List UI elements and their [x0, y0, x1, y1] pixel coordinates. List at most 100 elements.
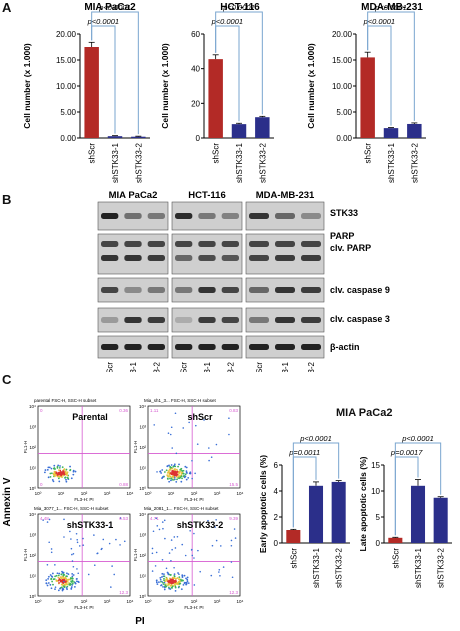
event-dot: [151, 570, 154, 572]
event-dot: [189, 471, 192, 474]
event-dot: [180, 475, 183, 478]
event-dot: [170, 539, 173, 541]
event-dot: [62, 470, 65, 473]
event-dot: [151, 547, 154, 550]
event-dot: [58, 572, 61, 575]
event-dot: [163, 583, 165, 586]
event-dot: [156, 471, 158, 473]
event-dot: [48, 518, 51, 521]
event-dot: [196, 443, 199, 445]
event-dot: [57, 576, 60, 579]
event-dot: [72, 565, 75, 568]
event-dot: [174, 589, 177, 592]
event-dot: [181, 576, 184, 579]
event-dot: [171, 577, 174, 579]
panel-label-a: A: [2, 0, 12, 15]
lane-label: shSTK33-2: [307, 361, 316, 372]
blot-band: [275, 213, 295, 219]
event-dot: [161, 580, 163, 583]
event-dot: [163, 573, 165, 576]
event-dot: [54, 564, 56, 566]
blot-band: [147, 213, 165, 219]
flow-x-axis-title: FL3-H: PI: [184, 605, 203, 610]
event-dot: [76, 568, 78, 570]
event-dot: [173, 566, 175, 569]
event-dot: [231, 576, 234, 579]
bar-shstk33-1: [308, 485, 324, 543]
y-axis-label: Cell number (x 1.000): [22, 43, 32, 129]
y-tick-label: 60: [191, 30, 200, 39]
blot-band: [175, 213, 193, 219]
event-dot: [151, 552, 154, 555]
event-dot: [60, 573, 63, 576]
event-dot: [183, 574, 186, 577]
blot-band: [101, 241, 119, 247]
event-dot: [194, 472, 196, 475]
event-dot: [55, 580, 58, 582]
event-dot: [180, 579, 183, 582]
event-dot: [230, 544, 233, 547]
event-dot: [108, 542, 111, 545]
blot-band: [124, 344, 142, 350]
event-dot: [63, 473, 66, 476]
blot-band: [175, 317, 193, 323]
event-dot: [170, 464, 173, 466]
event-dot: [52, 583, 54, 586]
event-dot: [165, 567, 168, 570]
event-dot: [51, 572, 54, 575]
blot-band: [124, 317, 142, 323]
chart-title: MDA-MB-231: [361, 2, 423, 13]
bar-shscr: [286, 530, 301, 543]
y-tick-label: 0.00: [60, 134, 76, 143]
blot-band: [249, 317, 269, 323]
bar-shstk33-2: [433, 497, 448, 543]
event-dot: [51, 479, 54, 481]
event-dot: [193, 532, 195, 535]
event-dot: [159, 576, 162, 579]
event-dot: [168, 471, 171, 474]
x-tick-label: shScr: [391, 548, 400, 569]
flow-x-tick: 10⁴: [237, 599, 244, 604]
x-tick-label: shSTK33-1: [387, 142, 396, 183]
y-axis-label: Late apoptotic cells (%): [358, 456, 368, 551]
event-dot: [47, 575, 50, 578]
bar-chart-mia-paca2: MIA PaCa2 0.00 5.00 10.00 15.00 20.00 Cell num…: [22, 2, 150, 183]
blot-band: [221, 241, 239, 247]
event-dot: [186, 578, 189, 581]
flow-x-tick: 10²: [81, 599, 88, 604]
p-value-label: p<0.0001: [299, 434, 332, 443]
event-dot: [166, 477, 169, 480]
event-dot: [65, 572, 68, 575]
event-dot: [161, 558, 164, 561]
event-dot: [170, 578, 172, 581]
event-dot: [82, 537, 84, 540]
event-dot: [161, 469, 164, 471]
event-dot: [166, 475, 169, 478]
flow-y-tick: 10²: [29, 445, 36, 450]
event-dot: [168, 464, 170, 467]
event-dot: [60, 583, 63, 586]
event-dot: [168, 587, 171, 590]
event-dot: [161, 576, 163, 578]
event-dot: [165, 578, 168, 581]
event-dot: [185, 478, 188, 481]
y-tick-label: 2: [274, 513, 279, 522]
event-dot: [174, 476, 176, 479]
event-dot: [53, 464, 56, 467]
flow-x-tick: 10²: [81, 491, 88, 496]
event-dot: [71, 572, 74, 575]
event-dot: [50, 467, 53, 470]
flow-y-tick: 10¹: [139, 574, 146, 579]
event-dot: [65, 586, 68, 589]
event-dot: [215, 443, 218, 446]
event-dot: [169, 584, 172, 587]
y-tick-label: 6: [274, 461, 279, 470]
event-dot: [193, 584, 196, 586]
blot-band: [249, 344, 269, 350]
y-tick-label: 20.00: [332, 30, 353, 39]
bar-shscr: [360, 57, 375, 138]
event-dot: [70, 583, 72, 586]
event-dot: [218, 568, 221, 571]
event-dot: [181, 477, 183, 480]
